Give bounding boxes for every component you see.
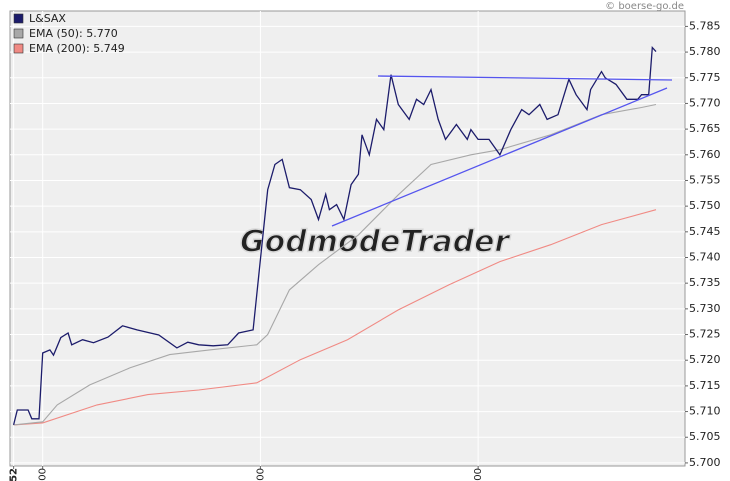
x-tick-label: 07:52	[9, 468, 20, 481]
legend-label: EMA (50): 5.770	[29, 27, 118, 40]
y-tick-label: 5.750	[689, 199, 721, 212]
y-tick-label: 5.765	[689, 122, 721, 135]
y-tick-label: 5.720	[689, 353, 721, 366]
x-tick-label: 10:00	[473, 468, 484, 481]
grid	[10, 11, 685, 466]
y-tick-label: 5.785	[689, 19, 721, 32]
x-tick-label: 08:00	[38, 468, 49, 481]
y-tick-label: 5.740	[689, 251, 721, 264]
copyright: © boerse-go.de	[605, 1, 684, 12]
series-line	[13, 103, 657, 426]
legend-swatch	[13, 13, 24, 24]
y-tick-label: 5.725	[689, 328, 721, 341]
y-tick-label: 5.770	[689, 96, 721, 109]
y-tick-label: 5.710	[689, 405, 721, 418]
y-tick-label: 5.760	[689, 148, 721, 161]
y-tick-label: 5.715	[689, 379, 721, 392]
y-tick-label: 5.745	[689, 225, 721, 238]
trend-line	[377, 75, 673, 81]
legend-label: L&SAX	[29, 12, 66, 25]
legend-swatch	[13, 43, 24, 54]
x-tick-label: 09:00	[255, 468, 266, 481]
y-tick-label: 5.780	[689, 45, 721, 58]
watermark: GodmodeTrader	[240, 225, 511, 260]
legend-swatch	[13, 28, 24, 39]
y-tick-label: 5.735	[689, 276, 721, 289]
y-tick-label: 5.755	[689, 173, 721, 186]
y-tick-label: 5.775	[689, 71, 721, 84]
lines	[12, 45, 657, 426]
series-line	[13, 209, 657, 426]
legend-label: EMA (200): 5.749	[29, 42, 125, 55]
series-line	[12, 45, 657, 426]
trend-line	[331, 87, 668, 227]
legend: L&SAX EMA (50): 5.770 EMA (200): 5.749	[13, 12, 125, 55]
y-tick-label: 5.705	[689, 430, 721, 443]
y-tick-label: 5.730	[689, 302, 721, 315]
y-tick-label: 5.700	[689, 456, 721, 469]
